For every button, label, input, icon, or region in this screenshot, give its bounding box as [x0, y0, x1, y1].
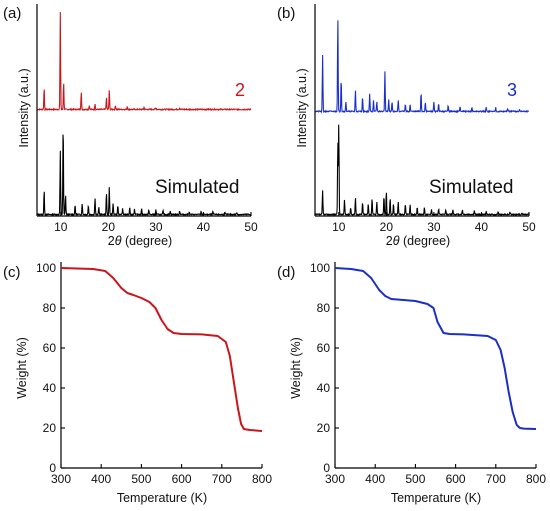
panel-c-y-ticks: 0 20 40 60 80 100 — [36, 261, 65, 475]
x-tick-label: 50 — [522, 220, 536, 234]
sample-3-pattern-line — [314, 20, 530, 114]
tga-curve-3 — [334, 267, 537, 430]
y-tick-label: 80 — [43, 301, 57, 315]
y-tick-label: 40 — [317, 381, 331, 395]
x-tick-label: 10 — [332, 220, 346, 234]
y-tick-label: 0 — [323, 461, 330, 475]
sample-2-pattern-line — [36, 11, 252, 112]
x-tick-label: 40 — [475, 220, 489, 234]
simulated-label-a: Simulated — [155, 177, 240, 198]
panel-d: (d) 300 400 500 600 700 800 0 20 40 60 80 100 Weig… — [277, 261, 546, 505]
y-tick-label: 60 — [317, 341, 331, 355]
x-tick-label: 500 — [405, 472, 425, 486]
panel-d-x-title: Temperature (K) — [391, 491, 481, 505]
series-label-2: 2 — [235, 80, 245, 100]
panel-a-xrd-sample — [36, 11, 252, 112]
x-tick-label: 40 — [197, 220, 211, 234]
series-label-3: 3 — [507, 80, 517, 100]
panel-c: (c) 300 400 500 600 700 800 0 20 40 60 80 100 Weig… — [3, 261, 272, 505]
panel-b: (b) 10 20 30 40 50 3 Simulated Intensity (a.… — [277, 4, 536, 248]
x-tick-label: 800 — [252, 472, 272, 486]
y-tick-label: 60 — [43, 341, 57, 355]
panel-b-xrd-sample — [314, 20, 530, 114]
panel-a-letter: (a) — [3, 5, 21, 22]
x-tick-label: 30 — [149, 220, 163, 234]
x-tick-label: 400 — [91, 472, 111, 486]
panel-b-x-title: 2θ (degree) — [386, 234, 450, 248]
panel-a-x-ticks: 10 20 30 40 50 — [54, 212, 258, 234]
simulated-label-b: Simulated — [429, 177, 514, 198]
x-tick-label: 20 — [380, 220, 394, 234]
panel-c-x-ticks: 300 400 500 600 700 800 — [51, 464, 272, 486]
y-tick-label: 100 — [310, 261, 330, 275]
simulated-pattern-line-a — [36, 134, 252, 217]
panel-d-y-title: Weight (%) — [289, 337, 303, 399]
y-tick-label: 0 — [49, 461, 56, 475]
panel-c-letter: (c) — [3, 264, 21, 281]
x-tick-label: 500 — [131, 472, 151, 486]
panel-c-x-title: Temperature (K) — [117, 491, 207, 505]
panel-d-letter: (d) — [277, 264, 295, 281]
x-tick-label: 700 — [212, 472, 232, 486]
x-tick-label: 300 — [325, 472, 345, 486]
panel-a-x-title: 2θ (degree) — [108, 234, 172, 248]
y-tick-label: 100 — [36, 261, 56, 275]
x-tick-label: 300 — [51, 472, 71, 486]
x-tick-label: 10 — [54, 220, 68, 234]
panel-b-xrd-simulated — [314, 124, 530, 217]
panel-b-letter: (b) — [277, 5, 295, 22]
y-tick-label: 40 — [43, 381, 57, 395]
panel-d-x-ticks: 300 400 500 600 700 800 — [325, 464, 546, 486]
tga-curve-2 — [60, 267, 263, 432]
x-tick-label: 50 — [244, 220, 258, 234]
x-tick-label: 400 — [365, 472, 385, 486]
x-tick-label: 600 — [446, 472, 466, 486]
x-tick-label: 700 — [486, 472, 506, 486]
x-tick-label: 800 — [526, 472, 546, 486]
panel-a-y-title: Intensity (a.u.) — [17, 68, 31, 147]
y-tick-label: 80 — [317, 301, 331, 315]
panel-c-y-title: Weight (%) — [15, 337, 29, 399]
simulated-pattern-line-b — [314, 124, 530, 217]
x-tick-label: 30 — [427, 220, 441, 234]
panel-a: (a) 10 20 30 40 50 2 Simulated Intensity (a.… — [3, 4, 258, 248]
y-tick-label: 20 — [317, 421, 331, 435]
panel-b-y-title: Intensity (a.u.) — [295, 68, 309, 147]
x-tick-label: 600 — [172, 472, 192, 486]
panel-b-x-ticks: 10 20 30 40 50 — [332, 212, 536, 234]
panel-a-xrd-simulated — [36, 134, 252, 217]
x-tick-label: 20 — [102, 220, 116, 234]
y-tick-label: 20 — [43, 421, 57, 435]
